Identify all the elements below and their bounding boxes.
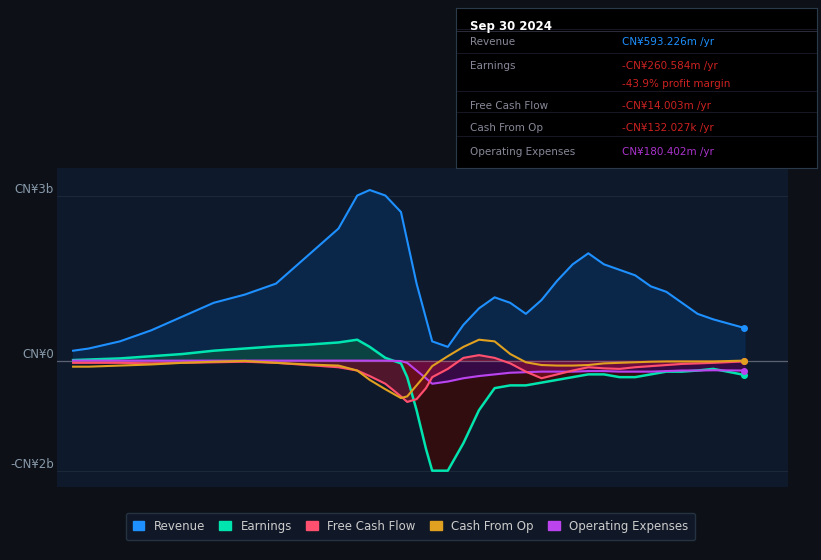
- Text: -CN¥132.027k /yr: -CN¥132.027k /yr: [621, 123, 713, 133]
- Text: Free Cash Flow: Free Cash Flow: [470, 101, 548, 111]
- Text: CN¥0: CN¥0: [22, 348, 54, 361]
- Text: -43.9% profit margin: -43.9% profit margin: [621, 78, 730, 88]
- Legend: Revenue, Earnings, Free Cash Flow, Cash From Op, Operating Expenses: Revenue, Earnings, Free Cash Flow, Cash …: [126, 513, 695, 540]
- Text: Earnings: Earnings: [470, 61, 516, 71]
- Text: -CN¥260.584m /yr: -CN¥260.584m /yr: [621, 61, 718, 71]
- Text: -CN¥14.003m /yr: -CN¥14.003m /yr: [621, 101, 711, 111]
- Text: Revenue: Revenue: [470, 37, 516, 47]
- Text: Sep 30 2024: Sep 30 2024: [470, 20, 552, 32]
- Text: CN¥180.402m /yr: CN¥180.402m /yr: [621, 147, 713, 157]
- Text: CN¥593.226m /yr: CN¥593.226m /yr: [621, 37, 714, 47]
- Text: CN¥3b: CN¥3b: [15, 183, 54, 195]
- Text: Cash From Op: Cash From Op: [470, 123, 544, 133]
- Text: -CN¥2b: -CN¥2b: [10, 458, 54, 471]
- Text: Operating Expenses: Operating Expenses: [470, 147, 576, 157]
